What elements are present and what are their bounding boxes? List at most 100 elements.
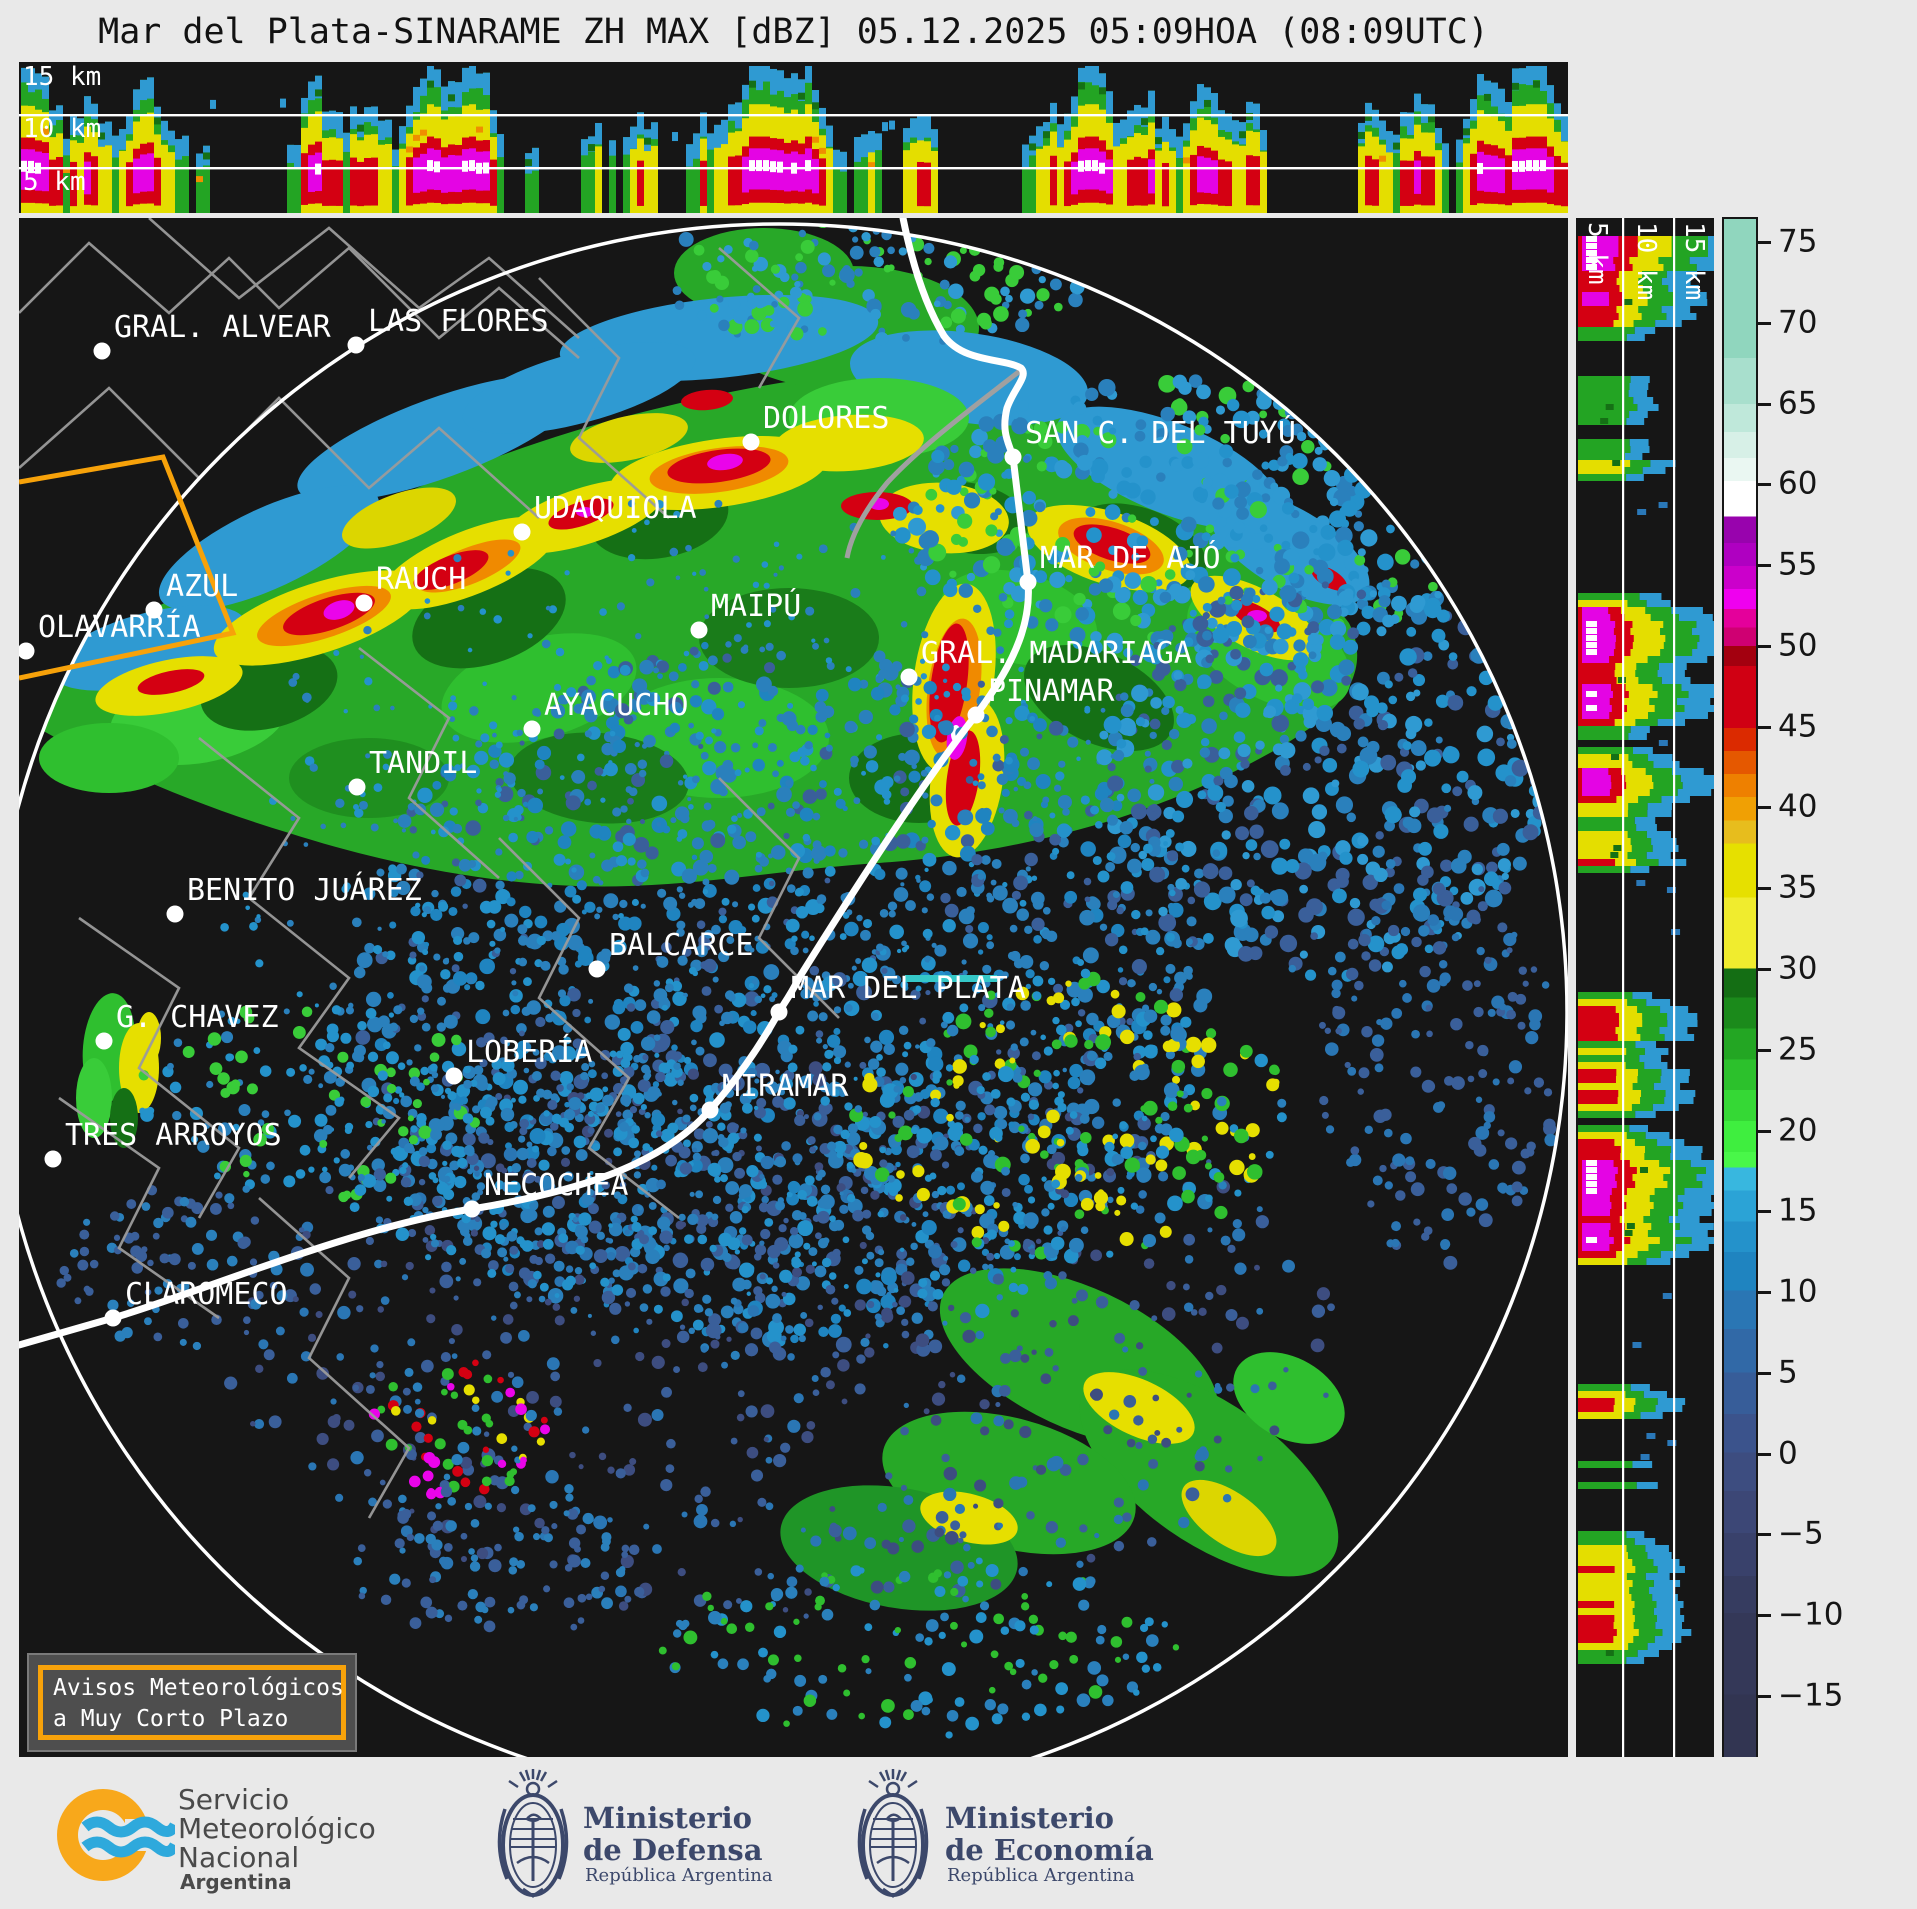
- city-marker: [588, 960, 606, 978]
- colorbar-tick-label: −15: [1778, 1677, 1844, 1714]
- warning-note-text: Avisos Meteorológicos a Muy Corto Plazo: [38, 1665, 346, 1740]
- colorbar-tick: [1758, 564, 1771, 568]
- colorbar-tick-label: −5: [1778, 1515, 1824, 1552]
- colorbar-tick: [1758, 321, 1771, 325]
- city-marker: [1019, 573, 1037, 591]
- footer: Servicio Meteorológico Nacional Argentin…: [0, 1757, 1917, 1909]
- city-label: BALCARCE: [609, 928, 754, 963]
- colorbar-tick-label: 45: [1778, 707, 1818, 744]
- economia-line1: Ministerio: [945, 1801, 1115, 1835]
- colorbar-tick-label: 35: [1778, 869, 1818, 906]
- top-axis-15km: 15 km: [23, 62, 102, 92]
- page-title: Mar del Plata-SINARAME ZH MAX [dBZ] 05.1…: [98, 12, 1489, 52]
- city-label: CLAROMECO: [125, 1277, 288, 1312]
- colorbar-tick-label: 0: [1778, 1434, 1798, 1471]
- colorbar-tick-label: 50: [1778, 627, 1818, 664]
- city-marker: [355, 594, 373, 612]
- colorbar-tick: [1758, 806, 1771, 810]
- city-marker: [104, 1309, 122, 1327]
- city-marker: [44, 1150, 62, 1168]
- city-label: LOBERÍA: [466, 1034, 592, 1070]
- city-marker: [967, 706, 985, 724]
- city-label: OLAVARRÍA: [38, 609, 201, 645]
- colorbar-tick: [1758, 483, 1771, 487]
- radar-map-panel: GRAL. ALVEAR LAS FLORES DOLORES SAN C. DEL …: [19, 218, 1568, 1757]
- top-cross-section-panel: [19, 62, 1568, 213]
- right-cross-section-plot: [1576, 218, 1714, 1757]
- colorbar-tick: [1758, 1210, 1771, 1214]
- city-label: PINAMAR: [988, 674, 1115, 709]
- city-label: TANDIL: [369, 746, 477, 781]
- city-label: RAUCH: [376, 562, 466, 597]
- city-marker: [513, 523, 531, 541]
- city-marker: [93, 342, 111, 360]
- colorbar-tick: [1758, 1452, 1771, 1456]
- economia-coat-of-arms-icon: [857, 1769, 929, 1898]
- colorbar-tick: [1758, 1694, 1771, 1698]
- colorbar-tick-label: 25: [1778, 1031, 1818, 1068]
- colorbar-tick: [1758, 402, 1771, 406]
- smn-line3: Nacional: [178, 1841, 300, 1874]
- city-marker: [1004, 448, 1022, 466]
- colorbar-tick: [1758, 725, 1771, 729]
- smn-line2: Meteorológico: [178, 1812, 376, 1845]
- colorbar-tick: [1758, 241, 1771, 244]
- colorbar-tick-label: 75: [1778, 223, 1818, 260]
- city-label: LAS FLORES: [368, 304, 549, 339]
- colorbar-tick-label: 30: [1778, 950, 1818, 987]
- city-label: MAR DEL PLATA: [791, 971, 1026, 1006]
- top-axis-10km: 10 km: [23, 114, 102, 144]
- city-marker: [348, 778, 366, 796]
- city-marker: [690, 621, 708, 639]
- colorbar-tick: [1758, 1614, 1771, 1618]
- city-marker: [145, 601, 163, 619]
- colorbar-tick: [1758, 1371, 1771, 1375]
- warning-note-box: Avisos Meteorológicos a Muy Corto Plazo: [27, 1653, 357, 1752]
- right-axis-5km: 5 km: [1582, 222, 1612, 285]
- city-marker: [523, 720, 541, 738]
- city-label: DOLORES: [763, 401, 889, 436]
- city-label: SAN C. DEL TUYÚ: [1025, 414, 1296, 451]
- colorbar-tick: [1758, 1129, 1771, 1133]
- city-marker: [19, 642, 35, 660]
- smn-logo: [57, 1789, 175, 1881]
- colorbar-tick: [1758, 1533, 1771, 1537]
- right-axis-15km: 15 km: [1679, 222, 1709, 301]
- city-label: GRAL. MADARIAGA: [921, 636, 1192, 671]
- economia-line2: de Economía: [945, 1833, 1154, 1867]
- city-marker: [347, 336, 365, 354]
- city-label: MAIPÚ: [711, 587, 801, 624]
- city-label: UDAQUIOLA: [534, 491, 697, 526]
- city-label: AZUL: [166, 569, 238, 604]
- city-label: GRAL. ALVEAR: [114, 310, 332, 345]
- city-label: MAR DE AJÓ: [1040, 539, 1221, 576]
- colorbar-tick: [1758, 644, 1771, 648]
- colorbar-tick-label: 20: [1778, 1111, 1818, 1148]
- colorbar-tick-label: 70: [1778, 304, 1818, 341]
- city-marker: [701, 1101, 719, 1119]
- city-marker: [166, 905, 184, 923]
- colorbar-tick: [1758, 967, 1771, 971]
- radar-map: GRAL. ALVEAR LAS FLORES DOLORES SAN C. DEL …: [19, 218, 1568, 1757]
- colorbar-tick-label: 65: [1778, 384, 1818, 421]
- colorbar-tick: [1758, 1291, 1771, 1295]
- city-marker: [900, 668, 918, 686]
- colorbar-tick-label: 15: [1778, 1192, 1818, 1229]
- right-cross-section-panel: [1576, 218, 1714, 1757]
- city-label: AYACUCHO: [544, 688, 689, 723]
- colorbar-tick-label: 55: [1778, 546, 1818, 583]
- colorbar-tick: [1758, 887, 1771, 891]
- colorbar-tick-label: 60: [1778, 465, 1818, 502]
- top-cross-section-plot: [19, 62, 1568, 213]
- colorbar-tick: [1758, 1048, 1771, 1052]
- colorbar-tick-label: −10: [1778, 1596, 1844, 1633]
- top-axis-5km: 5 km: [23, 167, 86, 197]
- defensa-line2: de Defensa: [583, 1833, 763, 1867]
- smn-line1: Servicio: [178, 1783, 290, 1816]
- economia-line3: República Argentina: [947, 1865, 1135, 1886]
- city-marker: [463, 1200, 481, 1218]
- smn-line4: Argentina: [180, 1870, 292, 1894]
- colorbar-tick-label: 40: [1778, 788, 1818, 825]
- colorbar-tick-label: 10: [1778, 1273, 1818, 1310]
